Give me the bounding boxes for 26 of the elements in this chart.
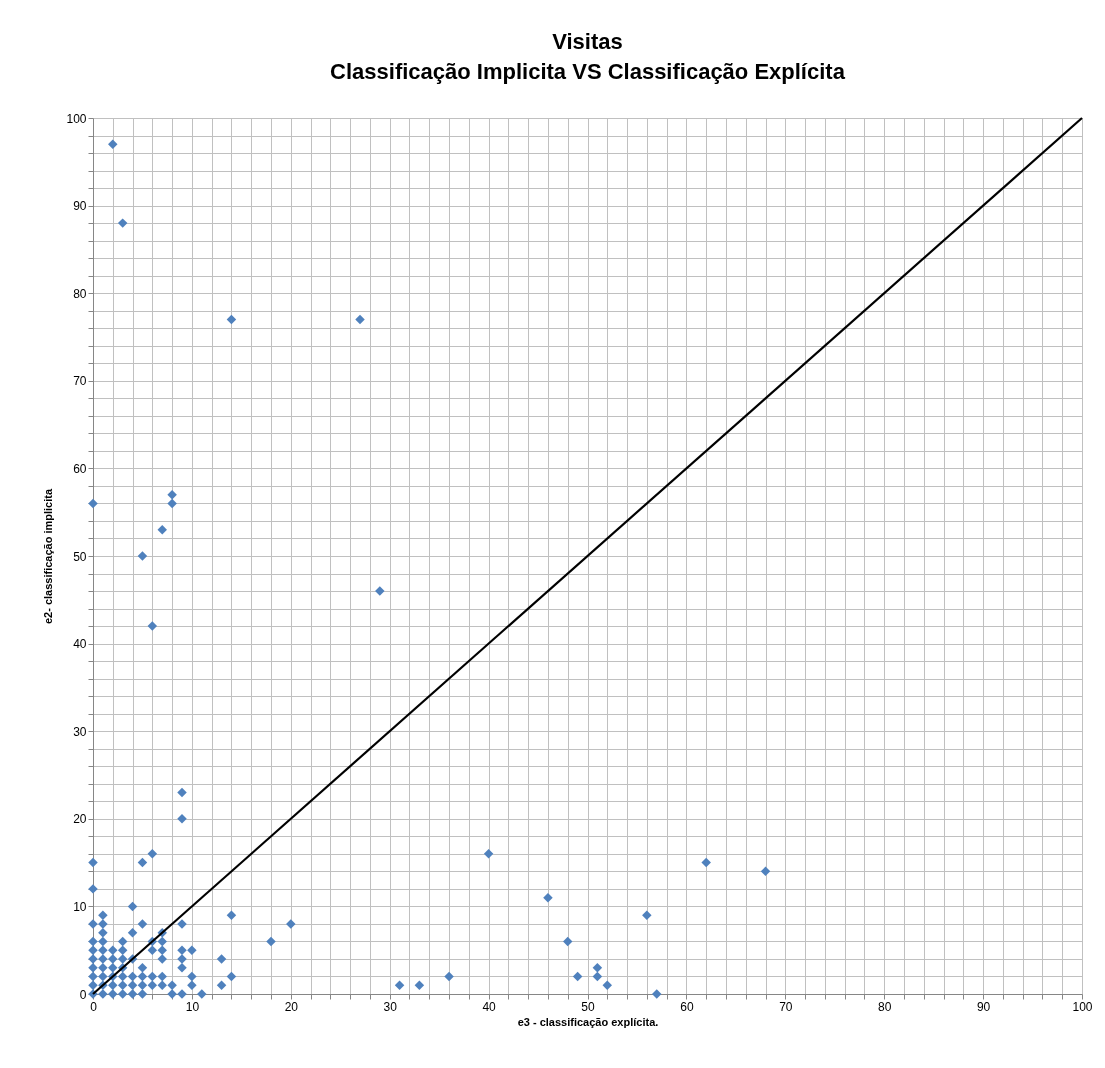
y-tick-label: 0 <box>79 987 87 1002</box>
y-tick-label: 50 <box>73 549 87 564</box>
x-tick-label: 40 <box>482 999 497 1014</box>
y-tick-label: 20 <box>73 812 87 827</box>
x-tick-label: 0 <box>90 999 98 1014</box>
y-tick-label: 60 <box>73 461 87 476</box>
x-tick-label: 60 <box>680 999 694 1014</box>
chart-subtitle: Classificação Implicita VS Classificação Explícita <box>330 59 846 84</box>
y-tick-label: 90 <box>73 199 87 214</box>
x-axis-title: e3 - classificação explícita. <box>517 1015 659 1028</box>
y-tick-label: 80 <box>73 286 87 301</box>
y-tick-label: 40 <box>73 637 87 652</box>
x-tick-label: 100 <box>1072 999 1093 1014</box>
x-tick-label: 70 <box>779 999 793 1014</box>
y-axis-title: e2- classificação implicita <box>42 488 55 625</box>
x-tick-label: 80 <box>878 999 892 1014</box>
y-tick-label: 100 <box>66 111 87 126</box>
x-tick-label: 30 <box>383 999 398 1014</box>
x-tick-label: 90 <box>976 999 991 1014</box>
x-tick-label: 50 <box>581 999 595 1014</box>
y-tick-label: 10 <box>73 899 87 914</box>
y-tick-label: 30 <box>73 724 87 739</box>
y-tick-label: 70 <box>73 374 87 389</box>
x-tick-label: 10 <box>185 999 200 1014</box>
chart-title: Visitas <box>552 29 623 54</box>
x-tick-label: 20 <box>284 999 299 1014</box>
